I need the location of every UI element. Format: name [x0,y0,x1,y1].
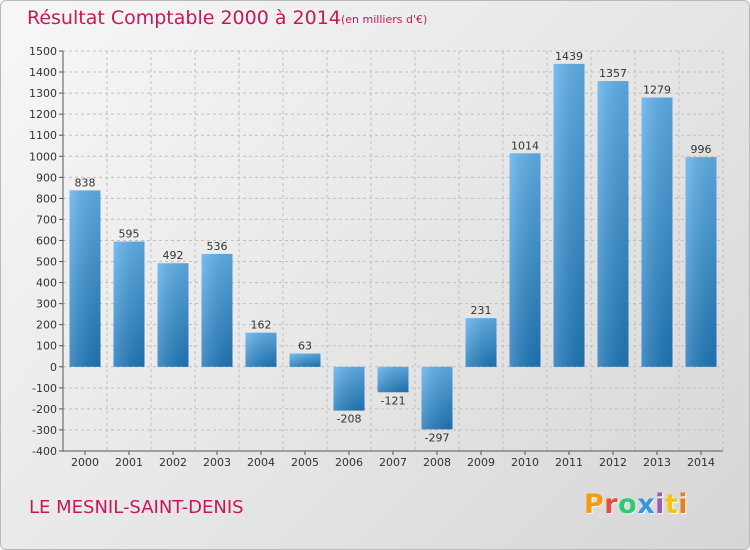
x-tick-label: 2007 [379,456,407,469]
y-tick-label: -400 [32,445,57,458]
value-label: 1357 [599,67,627,80]
y-tick-label: 400 [36,277,57,290]
bar-shade-2012 [597,81,629,367]
bar-shade-2011 [553,63,585,367]
y-tick-label: 900 [36,171,57,184]
value-label: 1439 [555,50,583,63]
bar-shade-2007 [377,366,409,393]
x-tick-label: 2006 [335,456,363,469]
bar-shade-2005 [289,353,321,367]
y-tick-label: -300 [32,424,57,437]
x-tick-label: 2012 [599,456,627,469]
y-tick-label: 300 [36,298,57,311]
value-label: 1279 [643,84,671,97]
bar-shade-2004 [245,332,277,367]
bar-shade-2014 [685,157,717,367]
y-tick-label: 1200 [29,108,57,121]
bar-shade-2002 [157,263,189,367]
value-label: 63 [298,340,312,353]
chart-title: Résultat Comptable 2000 à 2014 [27,7,341,29]
x-tick-label: 2000 [71,456,99,469]
value-label: 838 [75,176,96,189]
value-label: 492 [163,249,184,262]
x-tick-label: 2013 [643,456,671,469]
bar-chart: 838 595 492 536 162 63 -208 -121 -297 231 1014 1439… [29,45,724,469]
x-tick-label: 2005 [291,456,319,469]
logo-letter: r [604,489,619,520]
y-tick-label: 1400 [29,66,57,79]
bar-shade-2003 [201,253,233,367]
commune-name: LE MESNIL-SAINT-DENIS [29,497,244,518]
x-tick-label: 2014 [687,456,715,469]
logo-letter: x [637,489,656,520]
bar-shade-2001 [113,241,145,367]
value-label: 231 [471,304,492,317]
y-tick-label: 0 [50,361,57,374]
y-tick-label: 1300 [29,87,57,100]
logo-letter: o [618,489,638,520]
y-tick-label: 500 [36,256,57,269]
chart-subtitle: (en milliers d'€) [341,13,428,26]
logo-letter: t [664,489,679,520]
value-label: 1014 [511,139,539,152]
value-label: 162 [251,319,272,332]
y-tick-label: 1100 [29,129,57,142]
bar-shade-2009 [465,318,497,367]
proxiti-logo: Proxiti [584,489,688,520]
logo-letter: i [655,489,665,520]
logo-letter: P [584,489,605,520]
value-label: 595 [119,228,140,241]
x-tick-label: 2008 [423,456,451,469]
value-label: 996 [691,143,712,156]
y-tick-label: 200 [36,319,57,332]
y-tick-label: 800 [36,192,57,205]
bar-shade-2013 [641,97,673,367]
value-label: -297 [425,431,450,444]
bar-shade-2008 [421,366,453,430]
y-tick-label: 100 [36,340,57,353]
logo-letter: i [678,489,689,520]
bar-shade-2006 [333,366,365,411]
y-tick-label: -100 [32,382,57,395]
x-tick-label: 2001 [115,456,143,469]
y-tick-label: 700 [36,213,57,226]
y-tick-label: 1000 [29,150,57,163]
y-tick-label: 600 [36,234,57,247]
bar-shade-2010 [509,153,541,367]
value-label: -121 [381,394,406,407]
y-tick-label: 1500 [29,45,57,58]
x-tick-label: 2002 [159,456,187,469]
y-tick-label: -200 [32,403,57,416]
x-tick-label: 2011 [555,456,583,469]
bar-shade-2000 [69,190,101,367]
value-label: -208 [337,413,362,426]
x-tick-label: 2009 [467,456,495,469]
x-tick-label: 2010 [511,456,539,469]
x-tick-label: 2004 [247,456,275,469]
x-tick-label: 2003 [203,456,231,469]
value-label: 536 [207,240,228,253]
